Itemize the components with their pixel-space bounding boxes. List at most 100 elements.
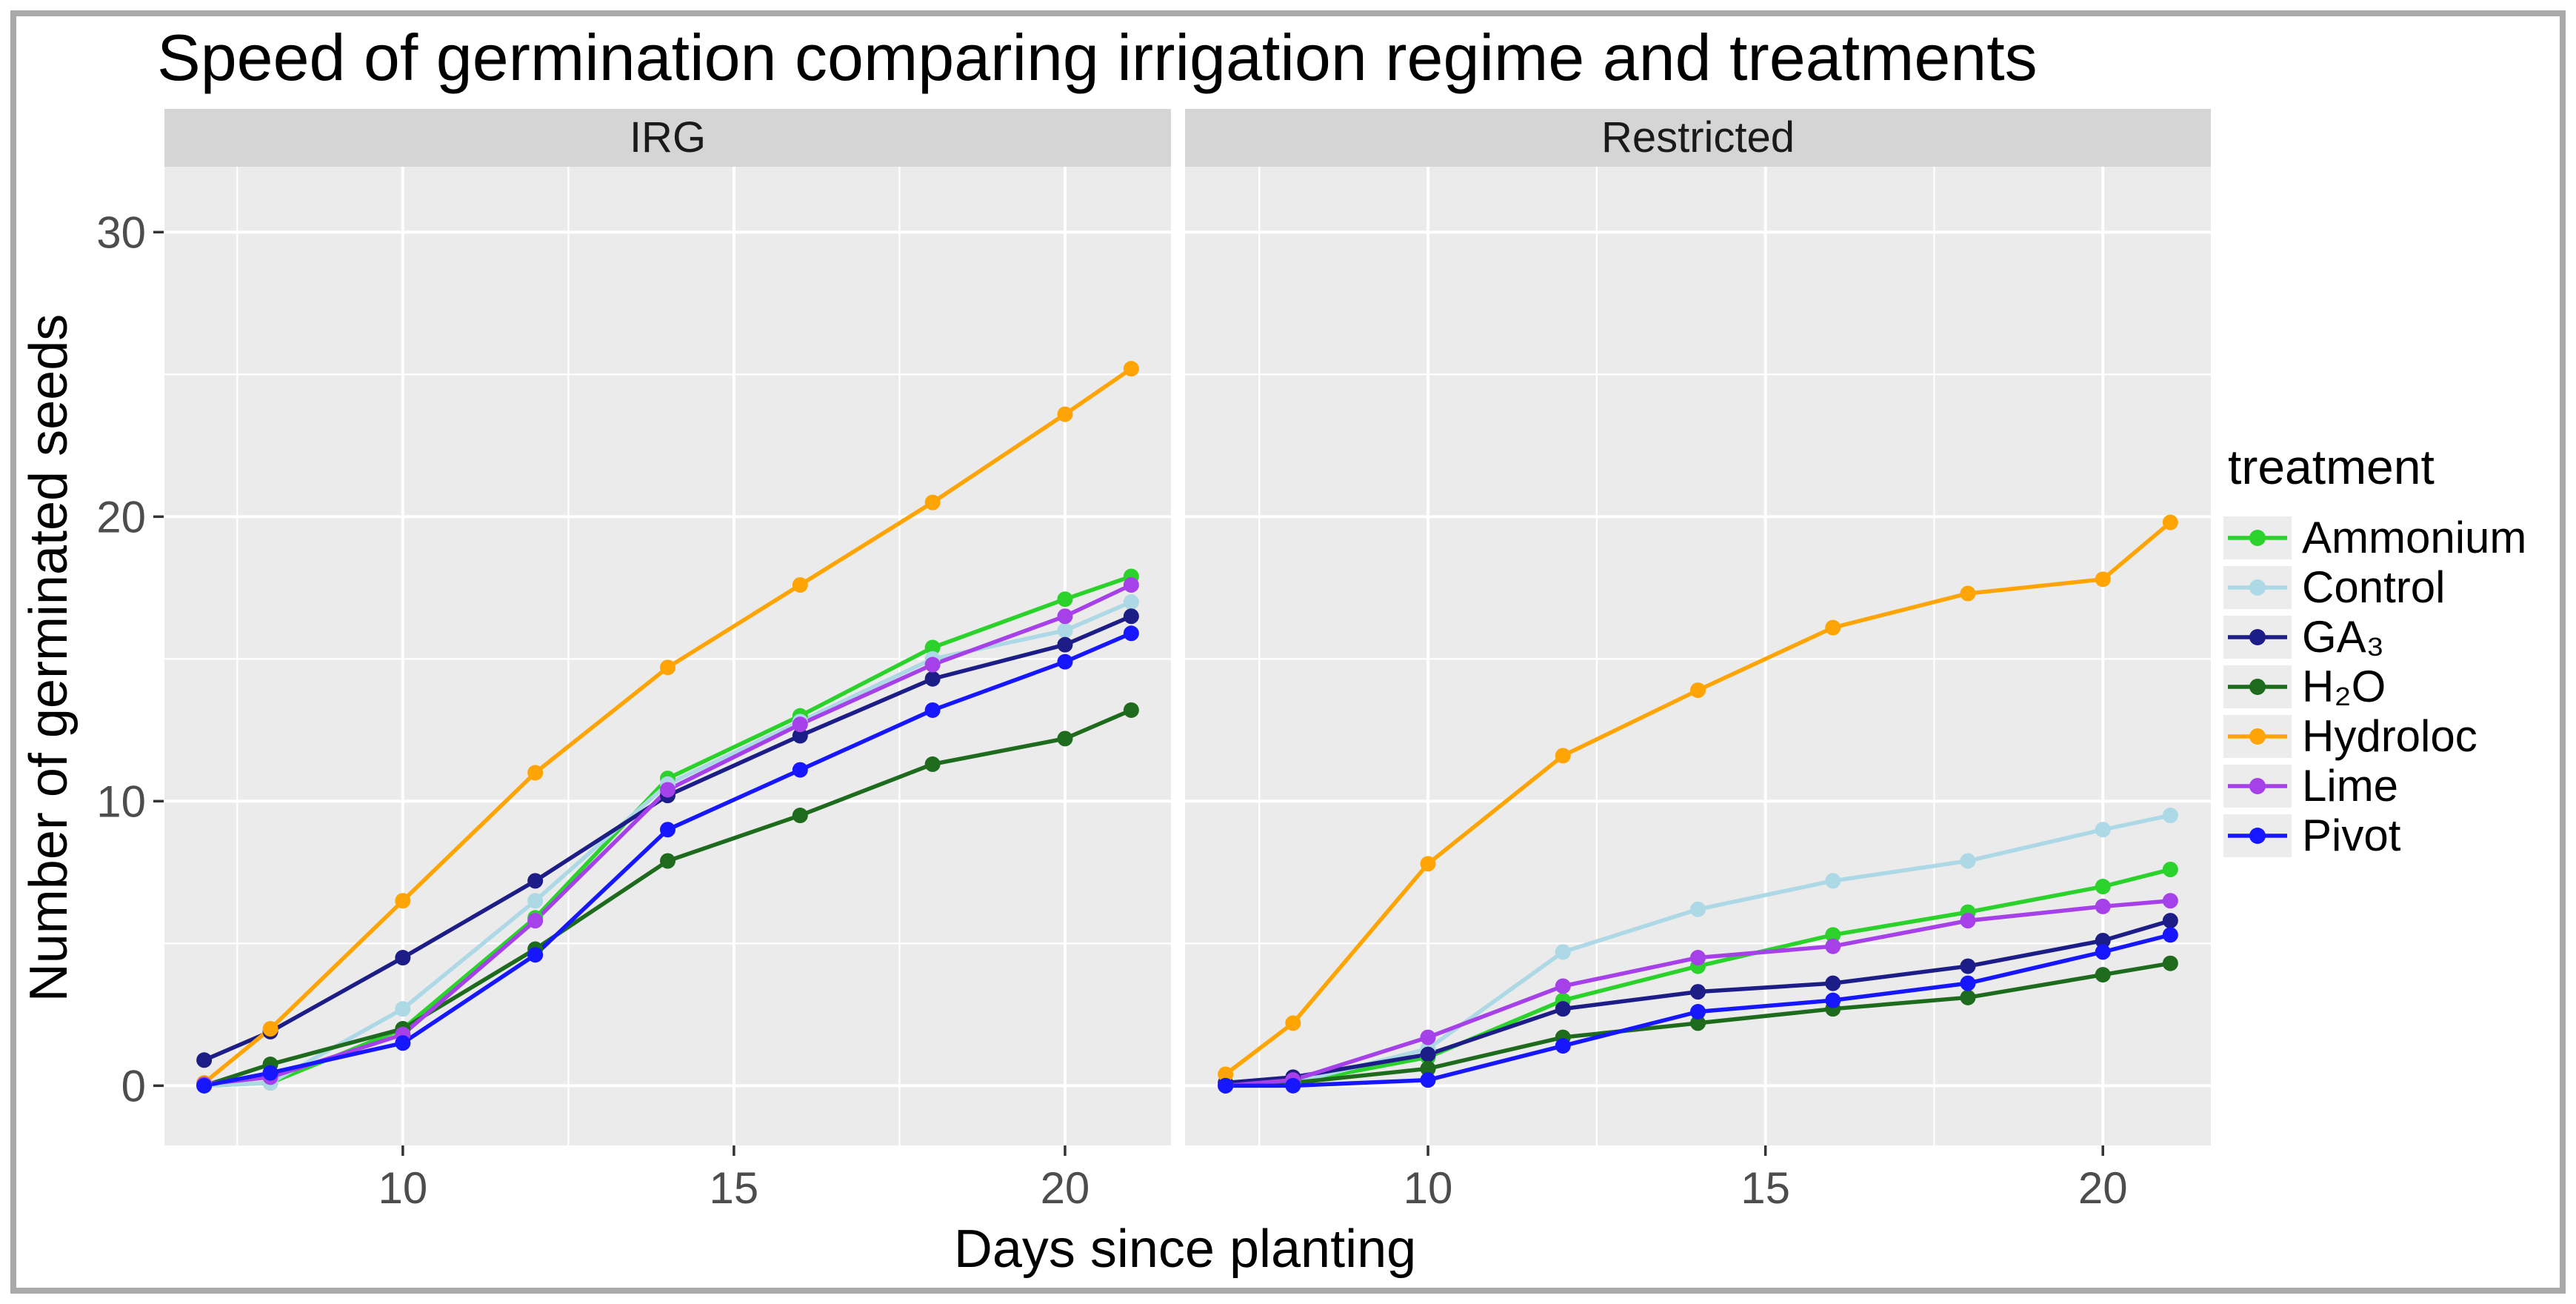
point-hydroloc bbox=[395, 893, 411, 909]
point-control bbox=[2095, 822, 2111, 838]
point-control bbox=[1825, 873, 1841, 889]
y-axis-title: Number of germinated seeds bbox=[19, 313, 79, 1002]
point-ga3 bbox=[1825, 975, 1841, 991]
point-pivot bbox=[1960, 975, 1976, 991]
point-control bbox=[1960, 853, 1976, 869]
legend-item-control: Control bbox=[2223, 562, 2526, 612]
point-hydroloc bbox=[1555, 748, 1571, 764]
legend-item-label: Lime bbox=[2302, 761, 2399, 811]
point-control bbox=[527, 893, 544, 909]
legend-item-ho: H₂O bbox=[2223, 662, 2526, 711]
point-ammonium bbox=[2162, 862, 2178, 878]
point-ga3 bbox=[1123, 608, 1139, 625]
y-tick-label: 30 bbox=[96, 207, 146, 257]
point-lime bbox=[1825, 938, 1841, 954]
point-h2o bbox=[2162, 955, 2178, 971]
point-ammonium bbox=[1825, 927, 1841, 943]
window-border bbox=[10, 10, 2566, 1294]
legend-key-swatch bbox=[2223, 565, 2292, 609]
point-pivot bbox=[1825, 992, 1841, 1008]
legend-item-label: Control bbox=[2302, 562, 2446, 612]
point-hydroloc bbox=[1825, 619, 1841, 636]
point-pivot bbox=[2095, 944, 2111, 960]
point-ammonium bbox=[2095, 879, 2111, 895]
point-ga3 bbox=[1690, 984, 1706, 1000]
point-pivot bbox=[262, 1065, 278, 1081]
x-tick-label: 20 bbox=[2078, 1163, 2128, 1213]
point-pivot bbox=[660, 822, 675, 838]
point-hydroloc bbox=[1960, 585, 1976, 602]
point-h2o bbox=[1690, 1015, 1706, 1031]
point-hydroloc bbox=[2095, 571, 2111, 588]
facet-strip-restricted: Restricted bbox=[1185, 109, 2211, 167]
x-axis-title: Days since planting bbox=[953, 1220, 1417, 1279]
point-h2o bbox=[792, 808, 808, 824]
point-lime bbox=[1960, 913, 1976, 929]
point-hydroloc bbox=[1057, 406, 1073, 422]
point-pivot bbox=[1057, 653, 1073, 670]
y-tick-label: 0 bbox=[121, 1061, 146, 1111]
point-ga3 bbox=[1420, 1046, 1436, 1062]
point-hydroloc bbox=[1285, 1015, 1301, 1031]
legend-key-swatch bbox=[2223, 615, 2292, 659]
point-pivot bbox=[2162, 927, 2178, 943]
point-lime bbox=[527, 913, 544, 929]
point-hydroloc bbox=[527, 765, 544, 781]
point-hydroloc bbox=[1218, 1066, 1234, 1082]
point-hydroloc bbox=[660, 659, 675, 676]
legend-key-swatch bbox=[2223, 714, 2292, 758]
point-ga3 bbox=[196, 1052, 213, 1068]
point-control bbox=[1690, 901, 1706, 917]
point-pivot bbox=[924, 702, 941, 718]
point-pivot bbox=[792, 762, 808, 778]
point-lime bbox=[2095, 898, 2111, 914]
point-h2o bbox=[660, 853, 675, 869]
legend-key-swatch bbox=[2223, 516, 2292, 559]
point-hydroloc bbox=[924, 494, 941, 510]
point-h2o bbox=[1960, 989, 1976, 1005]
y-tick-label: 20 bbox=[96, 492, 146, 542]
point-lime bbox=[1420, 1029, 1436, 1045]
legend-item-label: Pivot bbox=[2302, 811, 2401, 860]
point-pivot bbox=[196, 1077, 213, 1094]
point-hydroloc bbox=[2162, 514, 2178, 530]
point-control bbox=[1555, 944, 1571, 960]
point-control bbox=[1123, 594, 1139, 611]
point-ga3 bbox=[1960, 958, 1976, 974]
legend-item-hydroloc: Hydroloc bbox=[2223, 711, 2526, 761]
x-tick-label: 10 bbox=[1404, 1163, 1453, 1213]
point-pivot bbox=[1555, 1038, 1571, 1054]
point-pivot bbox=[1285, 1077, 1301, 1094]
legend-key-swatch bbox=[2223, 665, 2292, 708]
point-ga3 bbox=[527, 873, 544, 889]
legend-title: treatment bbox=[2228, 439, 2435, 494]
point-pivot bbox=[1123, 625, 1139, 642]
point-h2o bbox=[1420, 1060, 1436, 1077]
panel-irg bbox=[164, 167, 1171, 1145]
point-h2o bbox=[1123, 702, 1139, 718]
x-tick-label: 10 bbox=[378, 1163, 427, 1213]
point-h2o bbox=[2095, 967, 2111, 983]
legend-item-label: H₂O bbox=[2302, 662, 2386, 711]
legend-key-swatch bbox=[2223, 814, 2292, 857]
point-pivot bbox=[1690, 1004, 1706, 1020]
legend-item-ammonium: Ammonium bbox=[2223, 513, 2526, 562]
point-pivot bbox=[527, 947, 544, 963]
point-ammonium bbox=[1057, 591, 1073, 608]
x-tick-label: 15 bbox=[1741, 1163, 1790, 1213]
panel-restricted bbox=[1185, 167, 2211, 1145]
legend-item-label: Hydroloc bbox=[2302, 711, 2477, 761]
point-ga3 bbox=[2095, 933, 2111, 949]
point-h2o bbox=[1057, 731, 1073, 747]
y-tick-label: 10 bbox=[96, 776, 146, 826]
point-ammonium bbox=[924, 639, 941, 656]
legend-item-lime: Lime bbox=[2223, 761, 2526, 811]
point-ga3 bbox=[1555, 1001, 1571, 1017]
point-lime bbox=[1123, 576, 1139, 593]
point-lime bbox=[1057, 608, 1073, 625]
point-ga3 bbox=[1057, 636, 1073, 653]
x-tick-label: 20 bbox=[1041, 1163, 1090, 1213]
legend-item-label: Ammonium bbox=[2302, 513, 2527, 562]
